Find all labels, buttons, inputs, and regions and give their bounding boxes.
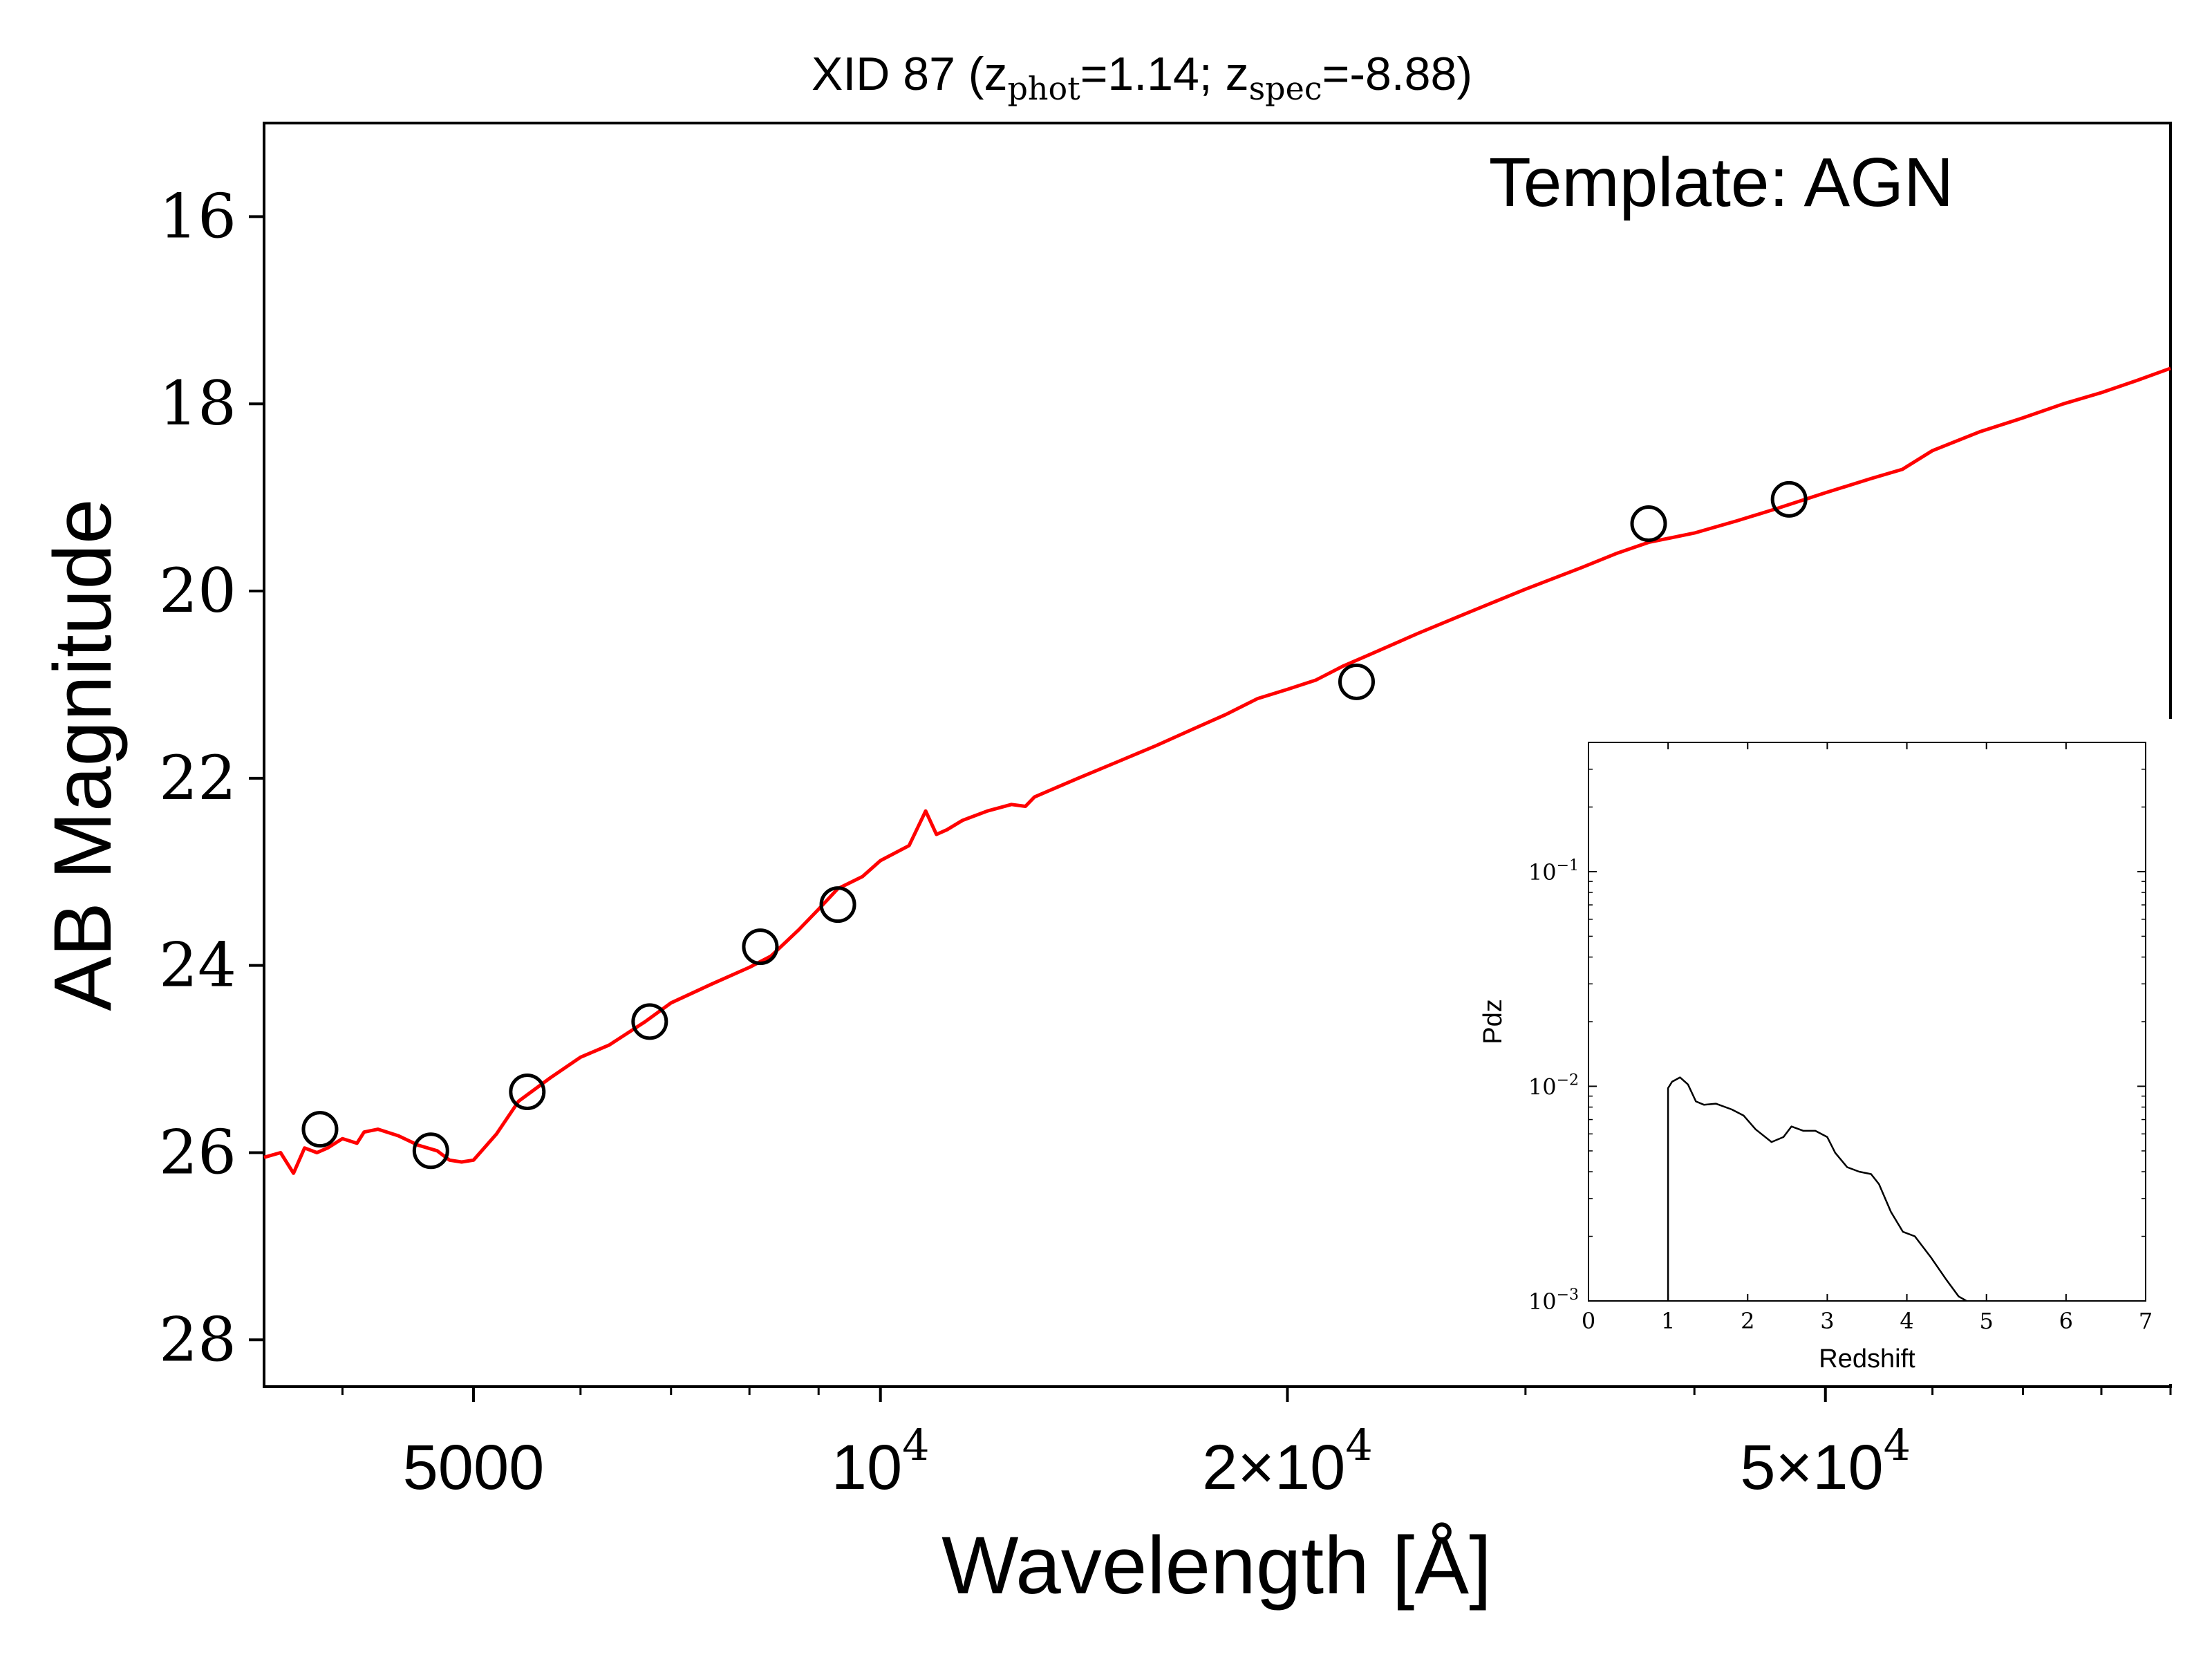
title-sub-phot: phot bbox=[1007, 70, 1080, 107]
title-prefix: XID 87 (z bbox=[812, 48, 1007, 100]
inset-x-tick-label: 3 bbox=[1820, 1308, 1834, 1334]
inset-y-tick-label: 10−1 bbox=[1528, 857, 1579, 885]
observed-point bbox=[631, 1003, 668, 1040]
inset-x-tick-label: 5 bbox=[1980, 1308, 1994, 1334]
observed-point bbox=[819, 886, 856, 924]
y-axis-label: AB Magnitude bbox=[37, 498, 129, 1011]
observed-point bbox=[509, 1073, 546, 1110]
y-tick-label: 16 bbox=[159, 180, 236, 252]
inset-x-tick-label: 0 bbox=[1582, 1308, 1595, 1334]
template-curve bbox=[263, 366, 2171, 1175]
inset-x-tick-label: 1 bbox=[1661, 1308, 1675, 1334]
observed-point bbox=[1770, 480, 1808, 518]
inset-axis-ticks: 0 1 2 3 4 5 6 7 10−1 10−2 10−3 bbox=[1528, 742, 2153, 1334]
inset-x-tick-label: 4 bbox=[1900, 1308, 1913, 1334]
y-tick-label: 20 bbox=[159, 555, 236, 626]
y-tick-label: 28 bbox=[159, 1304, 236, 1375]
chart-title: XID 87 (zphot=1.14; zspec=-8.88) bbox=[812, 48, 1472, 107]
y-tick-label: 18 bbox=[159, 368, 236, 439]
inset-x-tick-label: 2 bbox=[1741, 1308, 1754, 1334]
y-tick-label: 22 bbox=[159, 742, 236, 814]
inset-background bbox=[1467, 719, 2179, 1384]
inset-pdz-curve bbox=[1667, 1076, 1967, 1302]
observed-point bbox=[742, 928, 779, 966]
title-suffix: =-8.88) bbox=[1322, 48, 1472, 100]
template-curve-layer bbox=[263, 366, 2171, 1175]
inset-y-tick-label: 10−2 bbox=[1528, 1071, 1579, 1100]
inset-x-axis-label: Redshift bbox=[1819, 1344, 1915, 1374]
x-tick-label: 5×104 bbox=[1740, 1420, 1911, 1503]
y-tick-label: 24 bbox=[159, 930, 236, 1001]
x-tick-label: 104 bbox=[832, 1420, 930, 1503]
inset-y-axis-label: Pdz bbox=[1479, 999, 1508, 1044]
title-sub-spec: spec bbox=[1249, 70, 1322, 107]
title-mid: =1.14; z bbox=[1080, 48, 1249, 100]
observed-points-layer bbox=[301, 480, 1808, 1170]
template-annotation: Template: AGN bbox=[1489, 144, 1954, 221]
inset-pdz-layer bbox=[1667, 1076, 1967, 1302]
observed-point bbox=[301, 1111, 339, 1148]
observed-point bbox=[412, 1132, 449, 1170]
inset-y-tick-label: 10−3 bbox=[1528, 1286, 1579, 1315]
x-tick-label: 2×104 bbox=[1202, 1420, 1373, 1503]
inset-x-tick-label: 7 bbox=[2139, 1308, 2153, 1334]
inset-x-tick-label: 6 bbox=[2059, 1308, 2073, 1334]
y-tick-label: 26 bbox=[159, 1116, 236, 1188]
observed-point bbox=[1338, 663, 1375, 700]
x-tick-label: 5000 bbox=[403, 1432, 545, 1503]
observed-point bbox=[1630, 505, 1667, 543]
x-axis-label: Wavelength [Å] bbox=[941, 1520, 1492, 1611]
